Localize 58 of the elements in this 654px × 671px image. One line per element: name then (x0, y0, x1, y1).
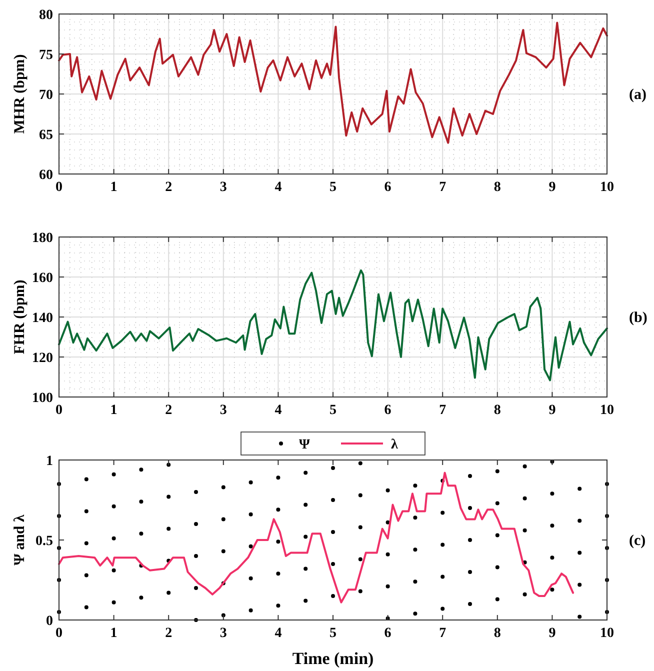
x-axis-title: Time (min) (292, 649, 374, 668)
y-axis-title: FHR (bpm) (12, 280, 28, 354)
x-tick-label: 6 (384, 180, 392, 195)
y-tick-label: 70 (39, 88, 53, 103)
x-tick-label: 5 (330, 626, 336, 641)
x-tick-label: 10 (600, 180, 614, 195)
x-tick-label: 5 (330, 403, 336, 418)
text: (c) (629, 533, 646, 549)
x-tick-label: 6 (384, 626, 392, 641)
x-tick-label: 4 (274, 180, 282, 195)
text: (b) (629, 310, 648, 326)
y-tick-label: 75 (39, 48, 53, 63)
y-axis-title: Ψ and λ (12, 514, 28, 566)
x-tick-label: 1 (110, 403, 118, 418)
y-tick-label: 160 (32, 271, 53, 286)
x-tick-label: 5 (330, 180, 336, 195)
x-tick-label: 7 (439, 180, 446, 195)
y-tick-label: 1 (46, 454, 53, 469)
x-tick-label: 6 (384, 403, 392, 418)
y-tick-label: 120 (32, 351, 53, 366)
x-tick-label: 9 (548, 403, 556, 418)
y-tick-label: 65 (39, 128, 53, 143)
y-tick-label: 60 (39, 168, 53, 183)
legend-label: λ (391, 438, 398, 452)
x-tick-label: 7 (439, 626, 446, 641)
x-tick-label: 1 (110, 180, 118, 195)
x-tick-label: 8 (494, 403, 501, 418)
x-tick-label: 3 (220, 403, 227, 418)
x-tick-label: 0 (56, 626, 62, 641)
y-tick-label: 180 (32, 231, 53, 246)
x-tick-label: 7 (439, 403, 446, 418)
line-series (58, 472, 574, 604)
x-tick-label: 9 (548, 626, 556, 641)
y-tick-label: 140 (32, 311, 53, 326)
x-tick-label: 8 (494, 180, 501, 195)
x-tick-label: 9 (548, 180, 556, 195)
x-tick-label: 3 (220, 626, 227, 641)
x-tick-label: 10 (600, 403, 614, 418)
line-series (58, 269, 608, 382)
y-tick-label: 0 (46, 614, 53, 629)
x-tick-label: 2 (165, 403, 172, 418)
x-tick-label: 0 (56, 180, 62, 195)
x-tick-label: 4 (274, 403, 282, 418)
y-axis-title: MHR (bpm) (12, 54, 28, 134)
line-series (58, 22, 608, 144)
y-tick-label: 100 (32, 391, 53, 406)
x-tick-label: 2 (165, 180, 172, 195)
x-tick-label: 2 (165, 626, 172, 641)
x-tick-label: 4 (274, 626, 282, 641)
x-tick-label: 1 (110, 626, 118, 641)
x-tick-label: 10 (600, 626, 614, 641)
x-tick-label: 3 (220, 180, 227, 195)
legend-label: Ψ (299, 438, 310, 452)
x-tick-label: 0 (56, 403, 62, 418)
text: (a) (629, 87, 646, 103)
y-tick-label: 0.5 (36, 534, 53, 549)
x-tick-label: 8 (494, 626, 501, 641)
y-tick-label: 80 (39, 8, 53, 23)
